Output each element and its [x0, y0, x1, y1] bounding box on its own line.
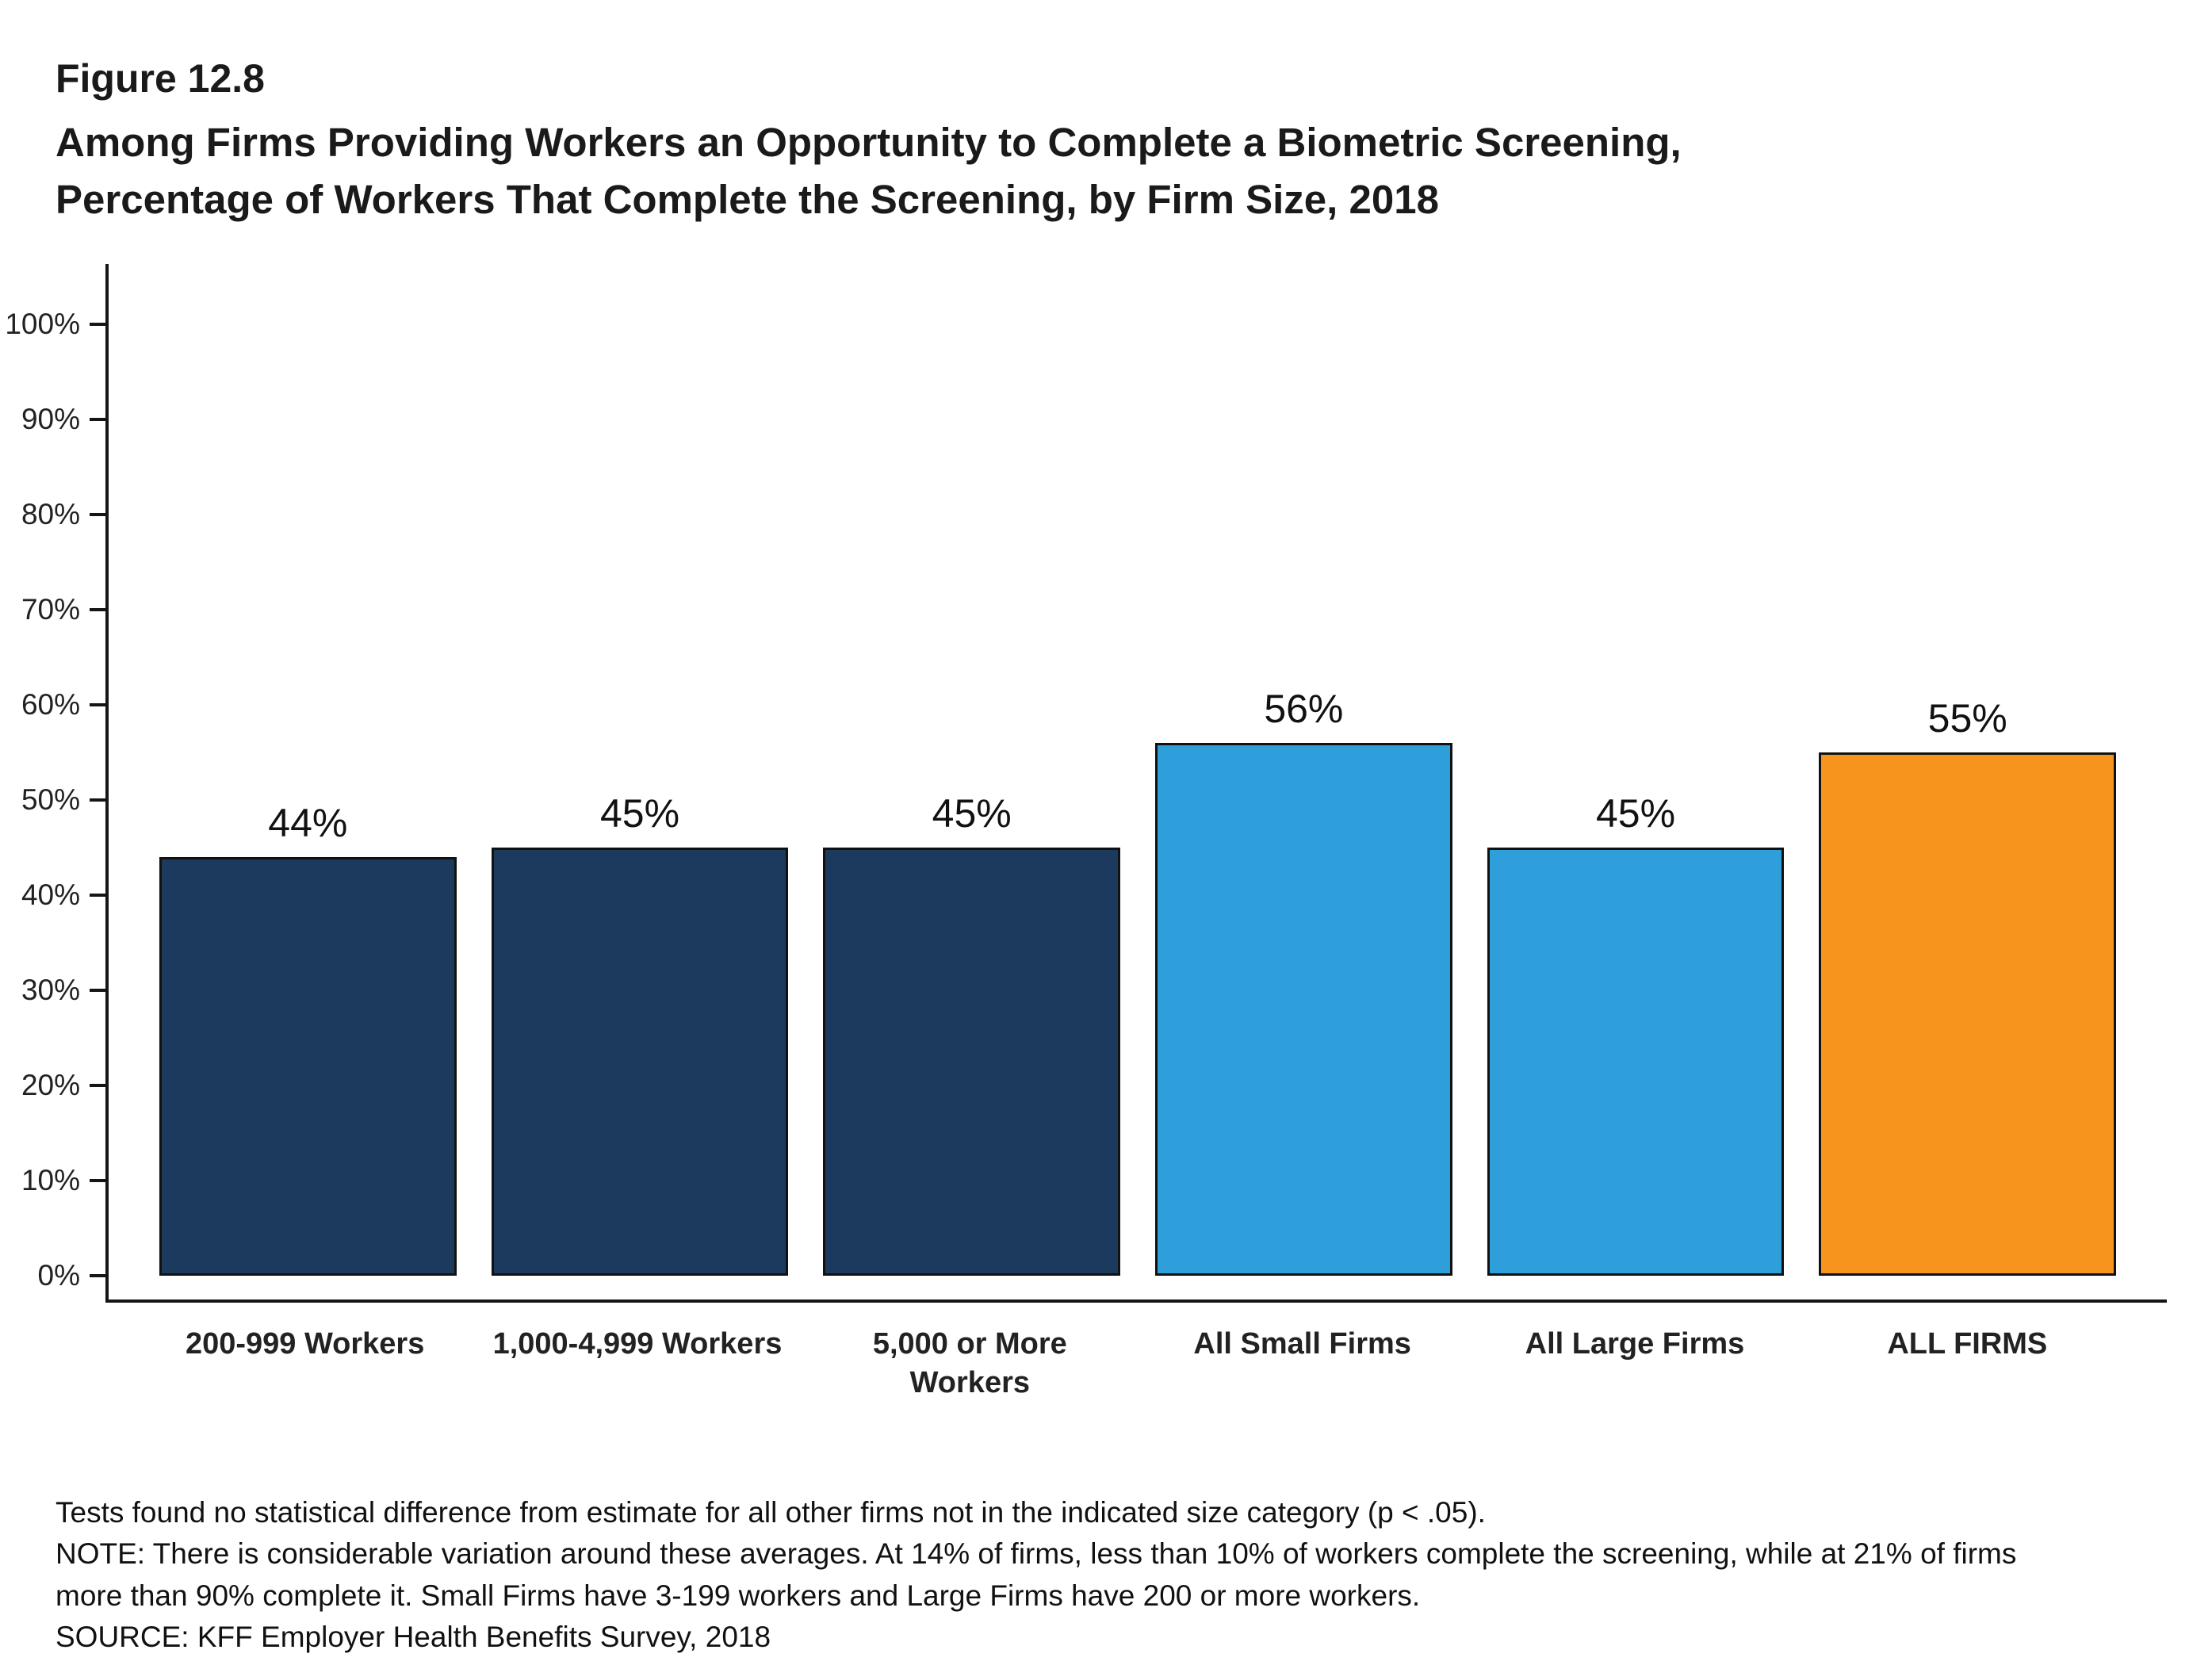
bar — [1819, 752, 2117, 1276]
figure-number: Figure 12.8 — [55, 56, 265, 101]
y-tick-mark — [90, 702, 109, 706]
y-tick-label: 0% — [37, 1258, 80, 1292]
bar-value-label: 45% — [932, 790, 1012, 836]
bars-row: 44% 45% 45% 56% 45% 55% — [109, 686, 2167, 1276]
bar-value-label: 45% — [1595, 790, 1676, 836]
y-tick-mark — [90, 988, 109, 992]
bar-slot: 45% — [1487, 790, 1785, 1276]
y-tick-mark — [90, 1178, 109, 1182]
y-tick-mark — [90, 1083, 109, 1087]
bar — [159, 856, 457, 1276]
bar — [823, 847, 1121, 1276]
bar-slot: 45% — [823, 790, 1121, 1276]
y-tick-label: 20% — [21, 1068, 80, 1101]
y-tick-label: 80% — [21, 497, 80, 530]
y-tick-label: 50% — [21, 783, 80, 816]
x-axis-labels: 200-999 Workers 1,000-4,999 Workers 5,000 … — [105, 1325, 2167, 1403]
bar-slot: 55% — [1819, 695, 2117, 1276]
y-tick-mark — [90, 417, 109, 421]
y-tick-label: 90% — [21, 402, 80, 435]
figure-title-line-1: Among Firms Providing Workers an Opportu… — [55, 120, 1682, 165]
x-axis-category-label: 1,000-4,999 Workers — [492, 1326, 783, 1361]
bar-slot: 44% — [159, 800, 457, 1276]
bar — [1487, 847, 1785, 1276]
x-axis-category-label: ALL FIRMS — [1887, 1326, 2048, 1361]
bar — [491, 847, 789, 1276]
footnote-line: NOTE: There is considerable variation ar… — [55, 1537, 2017, 1571]
y-tick-label: 10% — [21, 1163, 80, 1196]
bar-value-label: 44% — [268, 800, 348, 845]
bar — [1155, 742, 1452, 1276]
x-axis-category-label: 5,000 or More Workers — [872, 1326, 1067, 1400]
bar-value-label: 45% — [599, 790, 680, 836]
y-tick-label: 60% — [21, 687, 80, 721]
x-axis-category-label: 200-999 Workers — [185, 1326, 425, 1361]
bar-value-label: 55% — [1927, 695, 2007, 741]
y-tick-mark — [90, 607, 109, 611]
x-axis-category-label: All Large Firms — [1525, 1326, 1745, 1361]
y-tick-label: 40% — [21, 878, 80, 911]
bar-slot: 45% — [491, 790, 789, 1276]
y-tick-mark — [90, 512, 109, 516]
y-tick-label: 100% — [5, 307, 80, 340]
y-tick-mark — [90, 798, 109, 802]
footnote-line: Tests found no statistical difference fr… — [55, 1495, 1486, 1529]
y-tick-mark — [90, 322, 109, 326]
y-tick-mark — [90, 893, 109, 897]
footnotes: Tests found no statistical difference fr… — [55, 1492, 2168, 1659]
y-tick-label: 70% — [21, 592, 80, 626]
figure-title-line-2: Percentage of Workers That Complete the … — [55, 177, 1439, 223]
bar-chart: 44% 45% 45% 56% 45% 55% 0% 10% 20% 30% 40% 50% 60% 7… — [5, 263, 2167, 1403]
x-axis-category-label: All Small Firms — [1193, 1326, 1411, 1361]
figure-header: Figure 12.8 Among Firms Providing Worker… — [55, 56, 2168, 229]
footnote-line: SOURCE: KFF Employer Health Benefits Sur… — [55, 1621, 771, 1654]
y-tick-label: 30% — [21, 973, 80, 1006]
footnote-line: more than 90% complete it. Small Firms h… — [55, 1579, 1421, 1612]
plot-area: 44% 45% 45% 56% 45% 55% 0% 10% 20% 30% 40% 50% 60% 7… — [5, 263, 2167, 1303]
y-tick-mark — [90, 1273, 109, 1277]
bar-slot: 56% — [1155, 686, 1452, 1276]
bar-value-label: 56% — [1264, 686, 1344, 731]
